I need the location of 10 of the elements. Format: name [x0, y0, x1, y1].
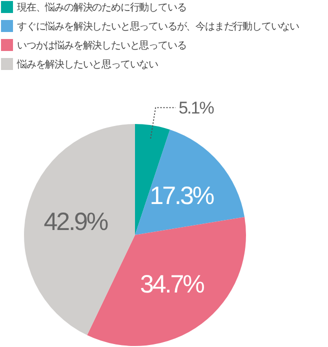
legend-label: いつかは悩みを解決したいと思っている [17, 40, 186, 52]
legend-label: 現在、悩みの解決のために行動している [17, 2, 186, 14]
data-label: 34.7% [140, 270, 205, 299]
data-label: 5.1% [178, 98, 214, 118]
legend-label: すぐに悩みを解決したいと思っているが、今はまだ行動していない [17, 20, 300, 32]
data-label: 42.9% [44, 208, 108, 236]
legend-label: 悩みを解決したいと思っていない [16, 58, 159, 70]
pie-slice [135, 130, 245, 235]
data-label: 17.3% [150, 182, 214, 210]
pie-slice [24, 124, 135, 336]
